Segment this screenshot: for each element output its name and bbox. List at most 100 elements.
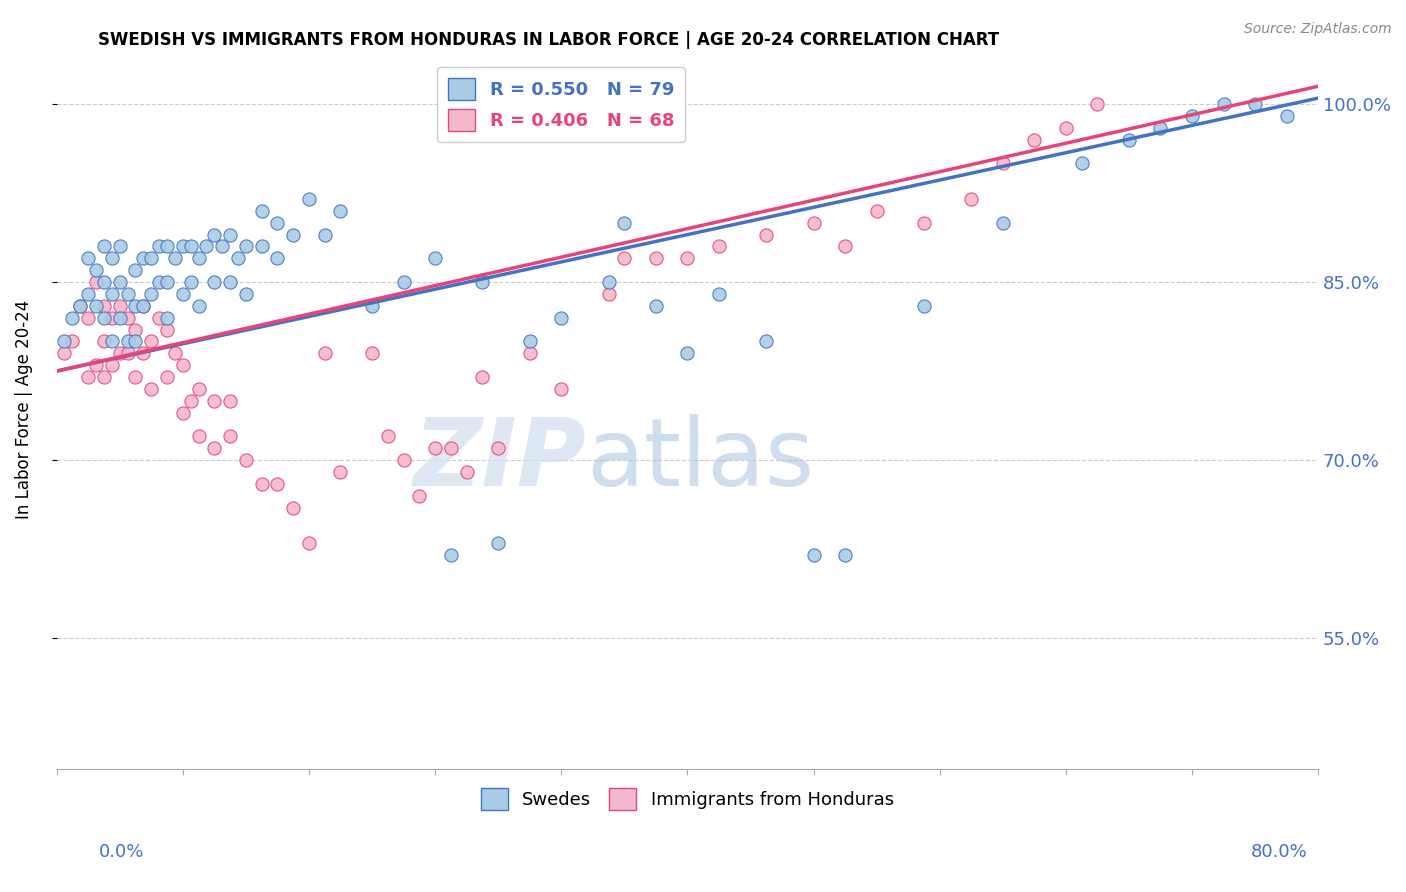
Point [202, 393, 225, 408]
Point [235, 453, 257, 467]
Point [141, 334, 163, 349]
Point [148, 275, 170, 289]
Point [187, 299, 209, 313]
Point [803, 216, 825, 230]
Point [117, 287, 139, 301]
Point [69, 299, 91, 313]
Point [195, 239, 218, 253]
Point [803, 548, 825, 562]
Point [676, 252, 699, 266]
Point [101, 334, 124, 349]
Point [84, 275, 107, 289]
Point [329, 203, 352, 218]
Point [991, 216, 1014, 230]
Point [101, 252, 124, 266]
Point [865, 203, 887, 218]
Point [124, 299, 146, 313]
Point [281, 500, 304, 515]
Point [250, 203, 273, 218]
Point [141, 382, 163, 396]
Y-axis label: In Labor Force | Age 20-24: In Labor Force | Age 20-24 [15, 300, 32, 519]
Point [440, 548, 463, 562]
Point [132, 299, 155, 313]
Point [314, 227, 336, 242]
Point [172, 358, 194, 372]
Point [281, 227, 304, 242]
Point [1085, 97, 1108, 112]
Point [69, 299, 91, 313]
Point [93, 299, 115, 313]
Point [676, 346, 699, 360]
Point [93, 370, 115, 384]
Point [266, 216, 288, 230]
Point [1275, 109, 1298, 123]
Point [117, 346, 139, 360]
Point [519, 334, 541, 349]
Point [361, 299, 384, 313]
Point [211, 239, 233, 253]
Point [486, 441, 509, 455]
Point [235, 287, 257, 301]
Point [644, 299, 666, 313]
Point [219, 429, 242, 443]
Point [423, 252, 446, 266]
Point [84, 299, 107, 313]
Point [124, 322, 146, 336]
Point [991, 156, 1014, 170]
Point [93, 239, 115, 253]
Point [77, 287, 100, 301]
Point [1149, 120, 1171, 135]
Point [219, 227, 242, 242]
Point [266, 252, 288, 266]
Point [1118, 133, 1140, 147]
Point [298, 536, 321, 550]
Point [77, 370, 100, 384]
Point [117, 334, 139, 349]
Point [156, 370, 179, 384]
Point [613, 252, 636, 266]
Point [392, 453, 415, 467]
Point [156, 239, 179, 253]
Point [219, 393, 242, 408]
Point [361, 346, 384, 360]
Point [77, 252, 100, 266]
Point [960, 192, 983, 206]
Point [53, 346, 76, 360]
Point [644, 252, 666, 266]
Point [108, 299, 131, 313]
Point [408, 489, 430, 503]
Point [1070, 156, 1092, 170]
Point [266, 476, 288, 491]
Point [148, 239, 170, 253]
Point [101, 287, 124, 301]
Text: ZIP: ZIP [413, 414, 586, 506]
Point [156, 275, 179, 289]
Point [124, 370, 146, 384]
Point [148, 310, 170, 325]
Point [440, 441, 463, 455]
Point [755, 334, 778, 349]
Point [124, 334, 146, 349]
Point [550, 310, 572, 325]
Point [180, 393, 202, 408]
Point [1054, 120, 1077, 135]
Point [202, 275, 225, 289]
Point [60, 310, 83, 325]
Point [471, 370, 494, 384]
Point [912, 299, 935, 313]
Point [101, 310, 124, 325]
Point [172, 287, 194, 301]
Point [329, 465, 352, 479]
Point [456, 465, 478, 479]
Text: 0.0%: 0.0% [98, 843, 143, 861]
Point [392, 275, 415, 289]
Point [1181, 109, 1204, 123]
Point [834, 548, 856, 562]
Point [250, 476, 273, 491]
Point [77, 310, 100, 325]
Point [202, 441, 225, 455]
Point [60, 334, 83, 349]
Point [1212, 97, 1234, 112]
Point [93, 310, 115, 325]
Point [132, 252, 155, 266]
